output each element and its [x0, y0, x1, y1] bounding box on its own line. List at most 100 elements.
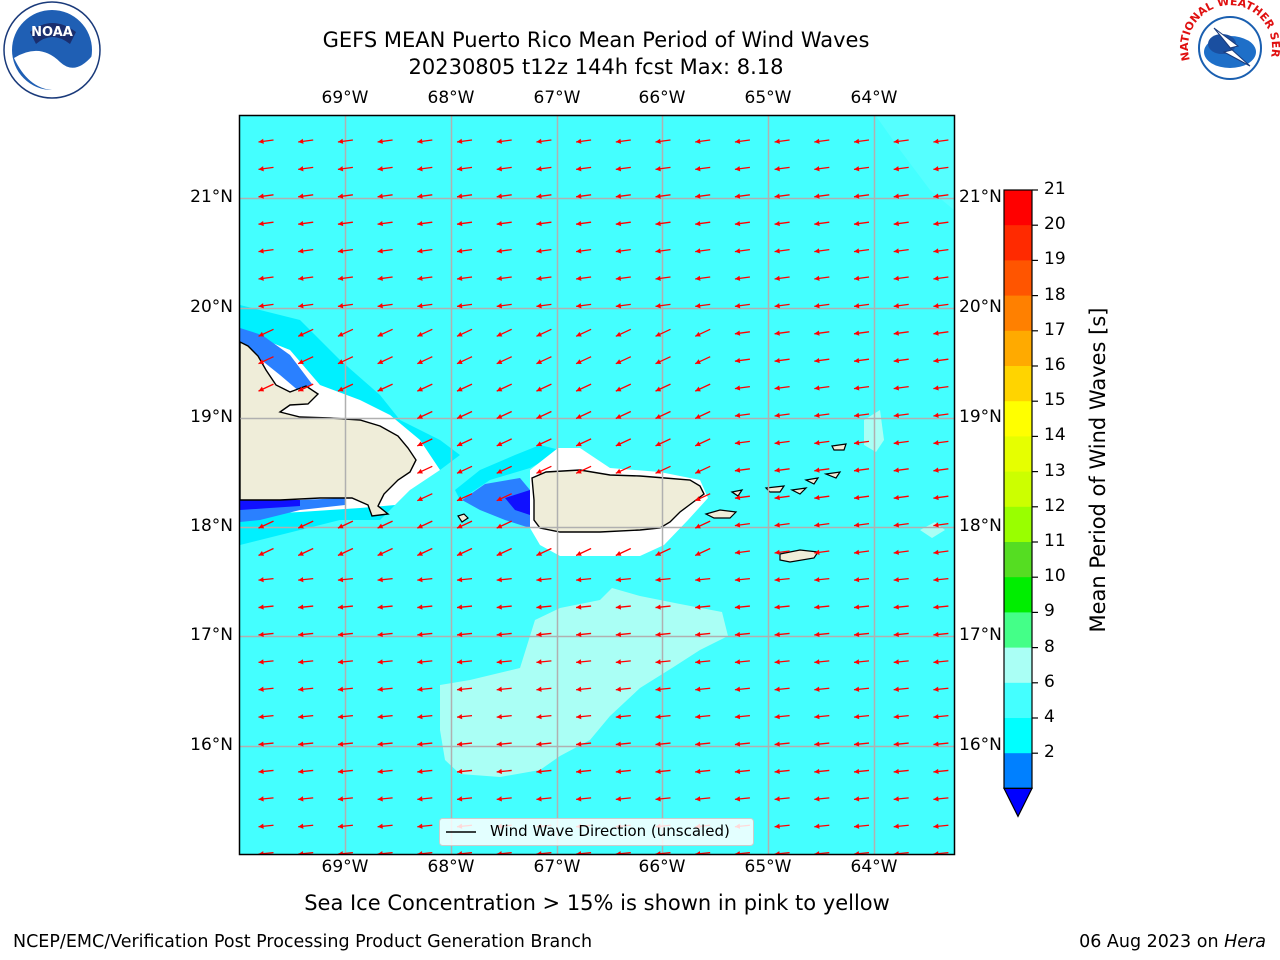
contour-darkblue-w — [240, 500, 300, 510]
wind-wave-arrow-head — [377, 659, 383, 665]
wind-wave-arrow-head — [854, 823, 860, 829]
wind-wave-arrow-head — [298, 851, 304, 854]
wind-wave-arrow-head — [615, 138, 622, 144]
colorbar-segment — [1004, 647, 1032, 684]
wind-wave-arrow-head — [774, 303, 780, 309]
wind-wave-arrow-head — [615, 220, 622, 227]
wind-wave-arrow-head — [734, 522, 741, 528]
wind-wave-arrow-head — [258, 303, 264, 309]
wind-wave-arrow-head — [298, 796, 304, 802]
wind-wave-arrow-head — [655, 138, 661, 144]
wind-wave-arrow-head — [774, 220, 780, 227]
wind-wave-arrow-head — [258, 193, 264, 199]
wind-wave-arrow-head — [734, 357, 741, 364]
wind-wave-arrow-head — [338, 851, 343, 854]
wind-wave-arrow-head — [734, 248, 741, 254]
wind-wave-arrow-head — [298, 193, 304, 199]
wind-wave-arrow-head — [457, 441, 463, 447]
wind-wave-arrow-head — [615, 248, 622, 254]
colorbar-segment — [1004, 401, 1032, 437]
wind-wave-arrow-head — [536, 577, 542, 583]
wind-wave-arrow-head — [854, 303, 860, 309]
colorbar-segment — [1004, 225, 1032, 261]
wind-wave-arrow-head — [496, 468, 503, 474]
wind-wave-arrow-head — [496, 248, 502, 254]
wind-wave-arrow-head — [774, 577, 780, 583]
hispaniola-land — [240, 341, 417, 517]
wind-wave-arrow-head — [615, 741, 622, 747]
wind-wave-arrow-head — [576, 193, 582, 199]
wind-wave-arrow-head — [496, 631, 502, 638]
wind-wave-arrow-head — [457, 659, 463, 665]
wind-wave-arrow-head — [854, 440, 860, 446]
wind-wave-arrow-head — [536, 851, 542, 854]
footer-date: 06 Aug 2023 on Hera — [1079, 932, 1266, 952]
wind-wave-arrow-head — [496, 193, 502, 199]
colorbar-segment — [1004, 295, 1032, 332]
wind-wave-arrow-head — [337, 359, 344, 364]
wind-wave-arrow-head — [655, 359, 662, 364]
wind-wave-arrow-head — [893, 166, 899, 172]
island-st-croix — [779, 549, 820, 563]
wind-wave-arrow-head — [893, 577, 899, 583]
wind-wave-arrow-head — [655, 193, 661, 199]
wind-wave-arrow-head — [893, 303, 899, 309]
wind-wave-arrow-head — [337, 823, 344, 829]
colorbar-tick-label: 15 — [1044, 390, 1066, 411]
wind-wave-arrow-head — [695, 386, 701, 392]
wind-wave-arrow-head — [695, 741, 701, 747]
colorbar-segment — [1004, 260, 1032, 297]
lon-label-bottom-65w: 65°W — [744, 857, 792, 877]
wind-wave-arrow-head — [377, 303, 383, 309]
lat-label-right-17n: 17°N — [959, 625, 1002, 645]
colorbar-tick-label: 8 — [1044, 636, 1055, 657]
wind-wave-arrow-head — [457, 577, 463, 583]
wind-wave-arrow-head — [377, 604, 383, 610]
wind-wave-arrow-head — [893, 138, 899, 144]
wind-wave-arrow-head — [695, 523, 701, 529]
wind-wave-arrow-head — [417, 359, 423, 364]
wind-wave-arrow-head — [854, 220, 860, 227]
wind-wave-arrow-head — [337, 577, 344, 583]
wind-wave-arrow-head — [774, 522, 780, 528]
wind-wave-arrow-head — [774, 330, 780, 336]
wind-wave-arrow-head — [536, 659, 542, 665]
wind-wave-arrow-head — [417, 496, 423, 501]
island-culebra — [730, 489, 744, 497]
wind-wave-arrow-head — [337, 659, 344, 665]
wind-wave-arrow-head — [933, 440, 939, 446]
wind-wave-arrow-head — [298, 659, 304, 665]
contour-mona-darkblue — [505, 490, 530, 515]
wind-wave-arrow-head — [734, 549, 741, 555]
wind-wave-arrow-head — [695, 303, 701, 309]
wind-wave-arrow-head — [258, 686, 264, 692]
contour-mona-cyan — [455, 445, 560, 500]
colorbar-segment — [1004, 436, 1032, 473]
wind-wave-arrow-head — [615, 275, 622, 281]
wind-wave-arrow-head — [417, 414, 423, 419]
wind-wave-arrow-head — [536, 604, 542, 610]
wind-wave-arrow-head — [536, 441, 543, 447]
wind-wave-arrow-head — [576, 714, 582, 720]
wind-wave-arrow-head — [298, 577, 304, 583]
wind-wave-arrow-head — [496, 714, 502, 720]
wind-wave-arrow-head — [258, 359, 265, 364]
wind-wave-arrow-head — [258, 138, 264, 144]
wind-wave-arrow-head — [774, 193, 780, 199]
wind-wave-arrow-head — [337, 741, 344, 747]
wind-wave-arrow-head — [814, 275, 820, 281]
wind-wave-arrow-head — [576, 166, 582, 172]
wind-wave-arrow-head — [417, 138, 423, 144]
wind-wave-arrow-head — [457, 796, 463, 802]
wind-wave-arrow-head — [854, 549, 860, 555]
island-anegada — [831, 443, 847, 451]
wind-wave-arrow-head — [814, 686, 820, 692]
wind-wave-arrow-head — [933, 823, 939, 829]
wind-wave-arrow-head — [734, 714, 741, 720]
wind-wave-arrow-head — [695, 359, 701, 364]
wind-wave-arrow-head — [854, 604, 860, 610]
wind-wave-arrow-head — [735, 851, 740, 854]
wind-wave-arrow-head — [457, 631, 463, 638]
map-gridlines — [240, 116, 954, 854]
wind-wave-arrow-head — [457, 303, 463, 309]
